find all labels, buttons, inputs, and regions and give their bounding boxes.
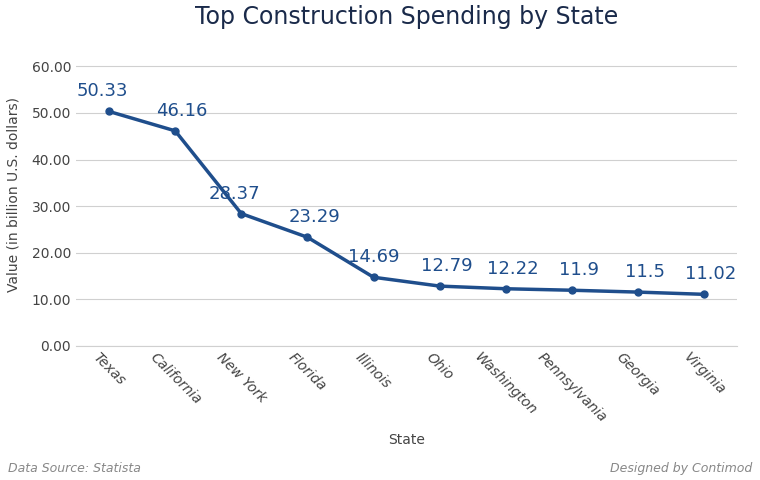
Text: 46.16: 46.16 — [157, 102, 207, 120]
Text: 23.29: 23.29 — [289, 208, 340, 226]
Title: Top Construction Spending by State: Top Construction Spending by State — [195, 5, 618, 29]
Text: 28.37: 28.37 — [208, 184, 260, 203]
Text: 50.33: 50.33 — [76, 83, 128, 100]
Text: 11.9: 11.9 — [559, 261, 599, 279]
Text: 11.5: 11.5 — [625, 263, 665, 281]
Text: 12.22: 12.22 — [487, 260, 539, 277]
Text: 12.79: 12.79 — [421, 257, 473, 275]
Text: 14.69: 14.69 — [348, 248, 399, 266]
Y-axis label: Value (in billion U.S. dollars): Value (in billion U.S. dollars) — [7, 97, 21, 292]
Text: Data Source: Statista: Data Source: Statista — [8, 462, 141, 475]
Text: Designed by Contimod: Designed by Contimod — [610, 462, 752, 475]
Text: 11.02: 11.02 — [686, 265, 736, 283]
X-axis label: State: State — [388, 433, 425, 447]
